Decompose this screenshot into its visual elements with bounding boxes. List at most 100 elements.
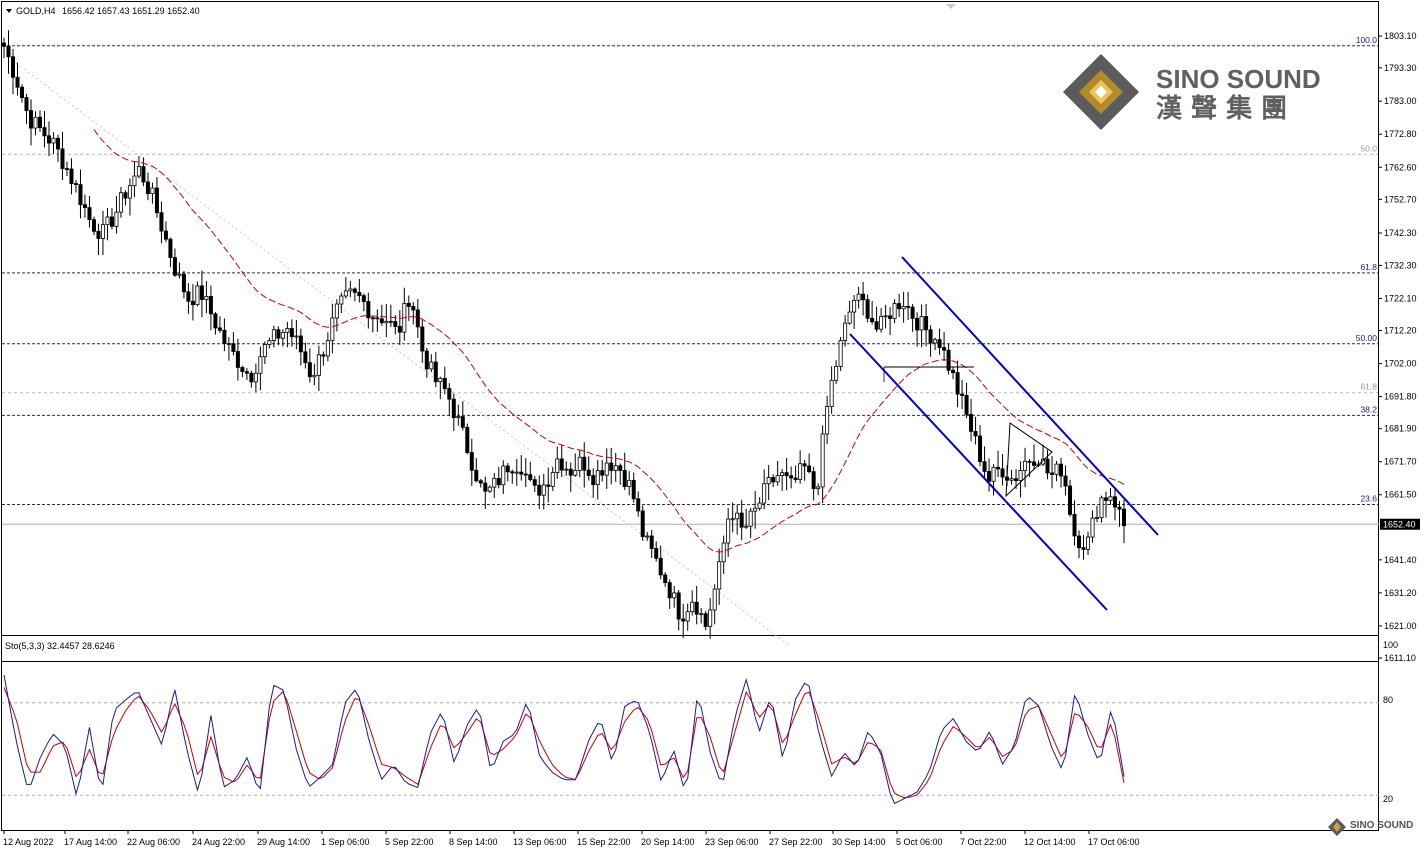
candle-body	[109, 216, 114, 227]
candle-body	[303, 351, 308, 364]
candle-body	[114, 211, 119, 227]
stochastic-axis-80: 80	[1383, 695, 1393, 705]
candle-body	[28, 110, 33, 129]
candle-body	[460, 416, 465, 428]
candle-body	[775, 475, 780, 483]
candle-body	[55, 137, 60, 150]
candle-body	[510, 471, 515, 474]
candle-body	[330, 317, 335, 342]
channel-lower-line[interactable]	[849, 333, 1108, 611]
candle-body	[604, 462, 609, 476]
time-tick-label: 17 Oct 06:00	[1088, 837, 1140, 847]
candle-body	[546, 484, 551, 487]
candle-body	[132, 175, 137, 187]
candle-body	[910, 306, 915, 319]
candle-body	[586, 469, 591, 476]
candle-body	[276, 329, 281, 339]
triangle-pattern	[1005, 422, 1053, 498]
candle-body	[384, 320, 389, 324]
candle-body	[753, 507, 758, 512]
candle-body	[577, 456, 582, 471]
candle-body	[879, 316, 884, 330]
time-tick-label: 17 Aug 14:00	[64, 837, 117, 847]
candle-body	[258, 356, 263, 374]
candle-body	[420, 326, 425, 352]
price-tick-label: 1772.80	[1384, 129, 1417, 139]
candle-body	[289, 328, 294, 338]
candle-body	[375, 317, 380, 320]
candle-body	[978, 435, 983, 463]
stochastic-signal-line	[3, 687, 1125, 799]
candle-body	[564, 468, 569, 471]
time-tick-label: 15 Sep 22:00	[577, 837, 631, 847]
candle-body	[253, 372, 258, 383]
candle-body	[1099, 497, 1104, 518]
channel-upper-line[interactable]	[901, 256, 1159, 536]
candle-body	[654, 548, 659, 559]
candle-body	[1108, 496, 1113, 501]
fib-level-label: 50.0	[1360, 143, 1377, 153]
candle-body	[681, 618, 686, 622]
candle-body	[847, 311, 852, 324]
candle-body	[622, 470, 627, 487]
candle-body	[690, 601, 695, 613]
candle-body	[942, 347, 947, 351]
candle-body	[829, 379, 834, 407]
candle-body	[874, 321, 879, 330]
candle-body	[618, 465, 623, 471]
price-axis[interactable]: 1803.10 1793.30 1783.00 1772.80 1762.60 1752.…	[1378, 31, 1417, 663]
time-axis[interactable]: 12 Aug 2022 17 Aug 14:00 22 Aug 06:00 24 Au…	[3, 830, 1140, 847]
time-tick-label: 20 Sep 14:00	[641, 837, 695, 847]
candle-body	[168, 238, 173, 258]
logo-chinese-name: 漢 聲 集 團	[1156, 93, 1287, 124]
time-tick-label: 5 Sep 22:00	[385, 837, 434, 847]
candle-body	[1068, 485, 1073, 515]
candle-body	[600, 470, 605, 476]
candle-body	[555, 458, 560, 473]
candle-body	[816, 486, 821, 490]
candle-body	[856, 293, 861, 301]
candle-body	[361, 295, 366, 302]
candle-body	[505, 465, 510, 473]
candle-body	[474, 469, 479, 482]
candle-body	[15, 76, 20, 88]
candle-body	[676, 592, 681, 620]
candle-body	[708, 609, 713, 627]
candle-body	[915, 317, 920, 331]
time-tick-label: 12 Oct 14:00	[1024, 837, 1076, 847]
candle-body	[721, 542, 726, 563]
candle-body	[1000, 468, 1005, 478]
candle-body	[658, 557, 663, 576]
main-chart-frame	[1, 1, 1379, 662]
time-tick-label: 30 Sep 14:00	[832, 837, 886, 847]
candle-body	[150, 187, 155, 195]
candle-body	[249, 372, 254, 383]
candle-body	[51, 137, 56, 144]
candle-body	[996, 466, 1001, 470]
candle-body	[523, 473, 528, 476]
scroll-marker-icon[interactable]	[946, 4, 956, 9]
candle-body	[694, 601, 699, 615]
candle-body	[672, 592, 677, 599]
candle-body	[730, 518, 735, 521]
candle-body	[537, 484, 542, 496]
candle-body	[393, 321, 398, 327]
candle-body	[955, 372, 960, 395]
candle-body	[613, 465, 618, 471]
candle-body	[235, 351, 240, 368]
mini-logo: SINO SOUND	[1328, 818, 1413, 836]
fib-level-label: 100.0	[1356, 35, 1378, 45]
candle-body	[951, 369, 956, 374]
candle-body	[519, 471, 524, 475]
candle-body	[1054, 463, 1059, 475]
candle-body	[172, 257, 177, 276]
fib-level-label: 50.00	[1356, 333, 1378, 343]
candle-body	[469, 452, 474, 471]
candle-body	[636, 498, 641, 512]
candle-body	[1090, 517, 1095, 538]
candle-body	[334, 303, 339, 319]
candle-body	[37, 116, 42, 129]
time-tick-label: 13 Sep 06:00	[513, 837, 567, 847]
dropdown-triangle-icon[interactable]	[6, 9, 12, 13]
